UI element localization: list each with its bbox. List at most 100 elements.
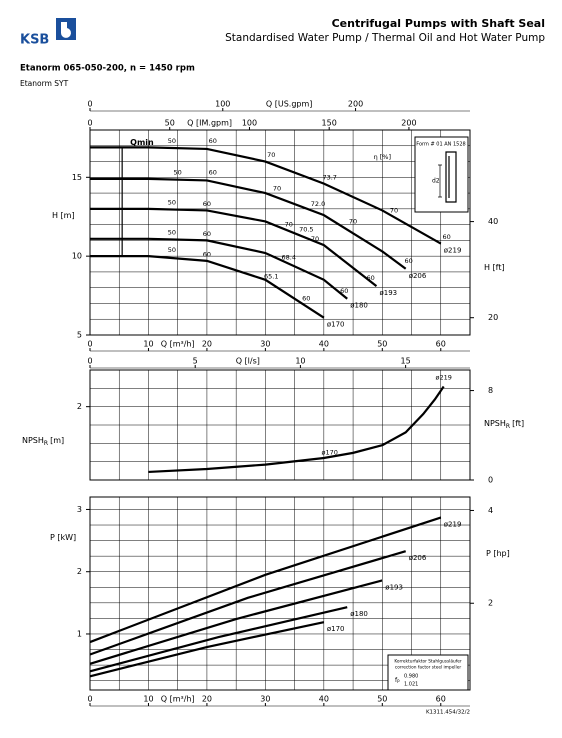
annotation: 60 xyxy=(203,200,211,208)
x-tick-label: 40 xyxy=(319,695,329,704)
curve-label: ø170 xyxy=(327,625,345,633)
x-tick-label: 20 xyxy=(202,695,212,704)
x-tick-label: 15 xyxy=(401,357,411,366)
curve xyxy=(148,385,445,474)
annotation: 60 xyxy=(203,251,211,259)
x-tick-label: 50 xyxy=(377,340,387,349)
x-axis-label: Q [US.gpm] xyxy=(266,100,313,109)
inset-d2: d2 xyxy=(432,178,440,185)
curve-label: ø180 xyxy=(350,302,368,310)
curve xyxy=(89,621,325,678)
curve xyxy=(90,237,348,300)
y2-tick-label: 8 xyxy=(488,386,493,395)
x-tick-label: 100 xyxy=(242,119,257,128)
axis-label-unit: [ft] xyxy=(512,419,524,428)
curve xyxy=(90,255,325,319)
correction-inset: Korrekturfaktor Stahlgussläufer correcti… xyxy=(387,654,469,691)
inset-line: Korrekturfaktor Stahlgussläufer xyxy=(394,659,462,665)
x-axis-label: Q [m³/h] xyxy=(161,695,195,704)
annotation: 60 xyxy=(209,169,217,177)
y2-tick-label: 2 xyxy=(488,599,493,608)
logo-shape xyxy=(61,22,71,38)
annotation: 70 xyxy=(349,217,357,225)
x-tick-label: 20 xyxy=(202,340,212,349)
curve-label: ø193 xyxy=(385,583,403,591)
x-tick-label: 10 xyxy=(143,340,153,349)
annotation: 70 xyxy=(311,235,319,243)
axis-label-main: H [ft] xyxy=(484,263,505,272)
inset-value: 1.021 xyxy=(404,682,418,688)
curve-label: ø219 xyxy=(444,247,462,255)
curve-label: ø219 xyxy=(444,521,462,529)
inset-box xyxy=(387,654,469,691)
annotation: 60 xyxy=(340,287,348,295)
qmin-label: Qmin xyxy=(130,138,154,147)
x-tick-label: 10 xyxy=(143,695,153,704)
axis-label-sub: R xyxy=(506,423,510,430)
annotation: 60 xyxy=(366,274,374,282)
y-tick-label: 5 xyxy=(77,331,82,340)
x-tick-label: 200 xyxy=(348,100,363,109)
x-tick-label: 10 xyxy=(295,357,305,366)
y-tick-label: 10 xyxy=(72,252,82,261)
factor-sub: P xyxy=(397,679,400,684)
x-axis-label: Q [m³/h] xyxy=(161,340,195,349)
x-tick-label: 0 xyxy=(87,695,92,704)
x-tick-label: 50 xyxy=(377,695,387,704)
y-tick-label: 15 xyxy=(72,173,82,182)
x-tick-label: 0 xyxy=(87,119,92,128)
inset-factor: fP xyxy=(395,677,400,685)
logo-text: KSB xyxy=(20,33,49,48)
annotation: 65.1 xyxy=(264,273,278,281)
annotation: ø170 xyxy=(321,449,337,457)
annotation: ø219 xyxy=(435,373,451,381)
x-tick-label: 30 xyxy=(260,340,270,349)
x-tick-label: 0 xyxy=(87,357,92,366)
annotation: 70 xyxy=(285,221,293,229)
title: Centrifugal Pumps with Shaft Seal xyxy=(332,17,545,30)
y-tick-label: 2 xyxy=(77,402,82,411)
axis-label-unit: [m] xyxy=(50,436,64,445)
inset-form: Form # 01 AN 1528 xyxy=(416,142,465,148)
annotation: 70.5 xyxy=(299,225,313,233)
y2-tick-label: 40 xyxy=(488,217,498,226)
x-tick-label: 60 xyxy=(436,340,446,349)
y-tick-label: 2 xyxy=(77,567,82,576)
annotation: 72.0 xyxy=(311,200,325,208)
x-tick-label: 0 xyxy=(87,100,92,109)
axis-label-main: NPSH xyxy=(22,436,44,445)
annotation: 50 xyxy=(168,246,176,254)
curve xyxy=(90,177,407,270)
y2-tick-label: 0 xyxy=(488,476,493,485)
axis-label-main: H [m] xyxy=(52,211,75,220)
curve xyxy=(89,606,348,673)
curve xyxy=(90,207,378,287)
axis-label-main: P [hp] xyxy=(486,549,510,558)
subtitle: Standardised Water Pump / Thermal Oil an… xyxy=(225,32,545,44)
curve xyxy=(90,146,442,245)
annotation: 70 xyxy=(390,206,398,214)
curve-label: ø170 xyxy=(327,321,345,329)
annotation: 60 xyxy=(404,257,412,265)
annotation: 73.7 xyxy=(322,173,336,181)
inset-dimension xyxy=(438,164,442,198)
axis-label: NPSHR [ft] xyxy=(484,419,524,430)
annotation: 50 xyxy=(168,229,176,237)
x-tick-label: 60 xyxy=(436,695,446,704)
x-tick-label: 30 xyxy=(260,695,270,704)
annotation: 50 xyxy=(174,169,182,177)
factor-symbol: f xyxy=(395,677,398,684)
inset-box xyxy=(414,136,469,213)
annotation: 50 xyxy=(168,137,176,145)
annotation: 60 xyxy=(209,137,217,145)
x-tick-label: 40 xyxy=(319,340,329,349)
axis-label: P [kW] xyxy=(50,533,76,542)
variant: Etanorm SYT xyxy=(20,79,69,88)
y-tick-label: 1 xyxy=(77,629,82,638)
logo: KSB xyxy=(20,18,76,48)
axis-label-main: P [kW] xyxy=(50,533,76,542)
curve-label: ø206 xyxy=(409,272,427,280)
axis-label: NPSHR [m] xyxy=(22,436,64,447)
curve-label: ø180 xyxy=(350,610,368,618)
